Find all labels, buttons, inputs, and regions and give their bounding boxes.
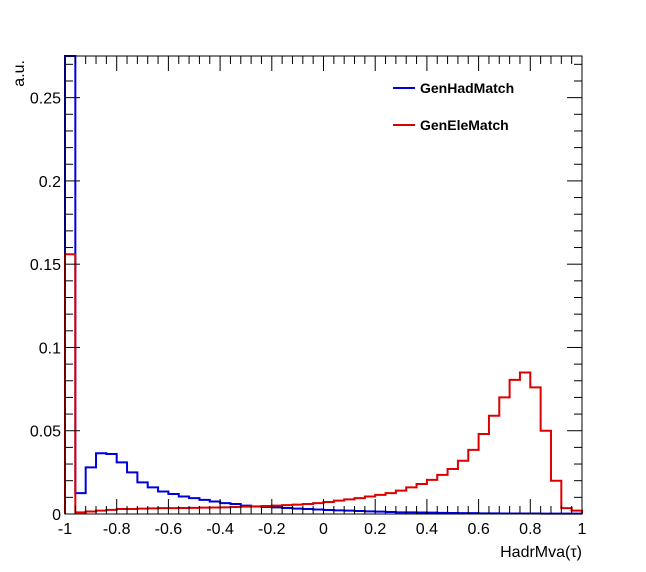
legend-label-genhadmatch: GenHadMatch [420, 80, 514, 96]
y-tick-label: 0.15 [30, 257, 61, 274]
x-axis-label: HadrMva(τ) [500, 544, 582, 561]
x-tick-label: -1 [58, 521, 72, 538]
tick-labels-layer: -1 -0.8 -0.6 -0.4 -0.2 0 0.2 0.4 0.6 0.8 1 0 0.05 0.1… [30, 91, 587, 538]
x-tick-label: 1 [578, 521, 587, 538]
x-tick-label: -0.2 [258, 521, 286, 538]
x-tick-label: 0.2 [364, 521, 386, 538]
ticks-layer [64, 56, 583, 515]
x-tick-label: 0.6 [467, 521, 489, 538]
y-tick-label: 0 [52, 507, 61, 524]
x-tick-label: 0.4 [416, 521, 438, 538]
x-tick-label: -0.6 [155, 521, 183, 538]
series-genelematch-line [64, 253, 583, 514]
y-tick-label: 0.1 [39, 340, 61, 357]
y-tick-label: 0.25 [30, 91, 61, 108]
legend: GenHadMatch GenEleMatch [393, 80, 514, 133]
y-tick-label: 0.2 [39, 174, 61, 191]
x-tick-label: 0.8 [519, 521, 541, 538]
x-tick-label: -0.8 [103, 521, 131, 538]
x-tick-label: -0.4 [206, 521, 234, 538]
y-tick-label: 0.05 [30, 424, 61, 441]
y-axis-label: a.u. [11, 60, 28, 87]
legend-label-genelematch: GenEleMatch [420, 117, 509, 133]
x-tick-label: 0 [319, 521, 328, 538]
